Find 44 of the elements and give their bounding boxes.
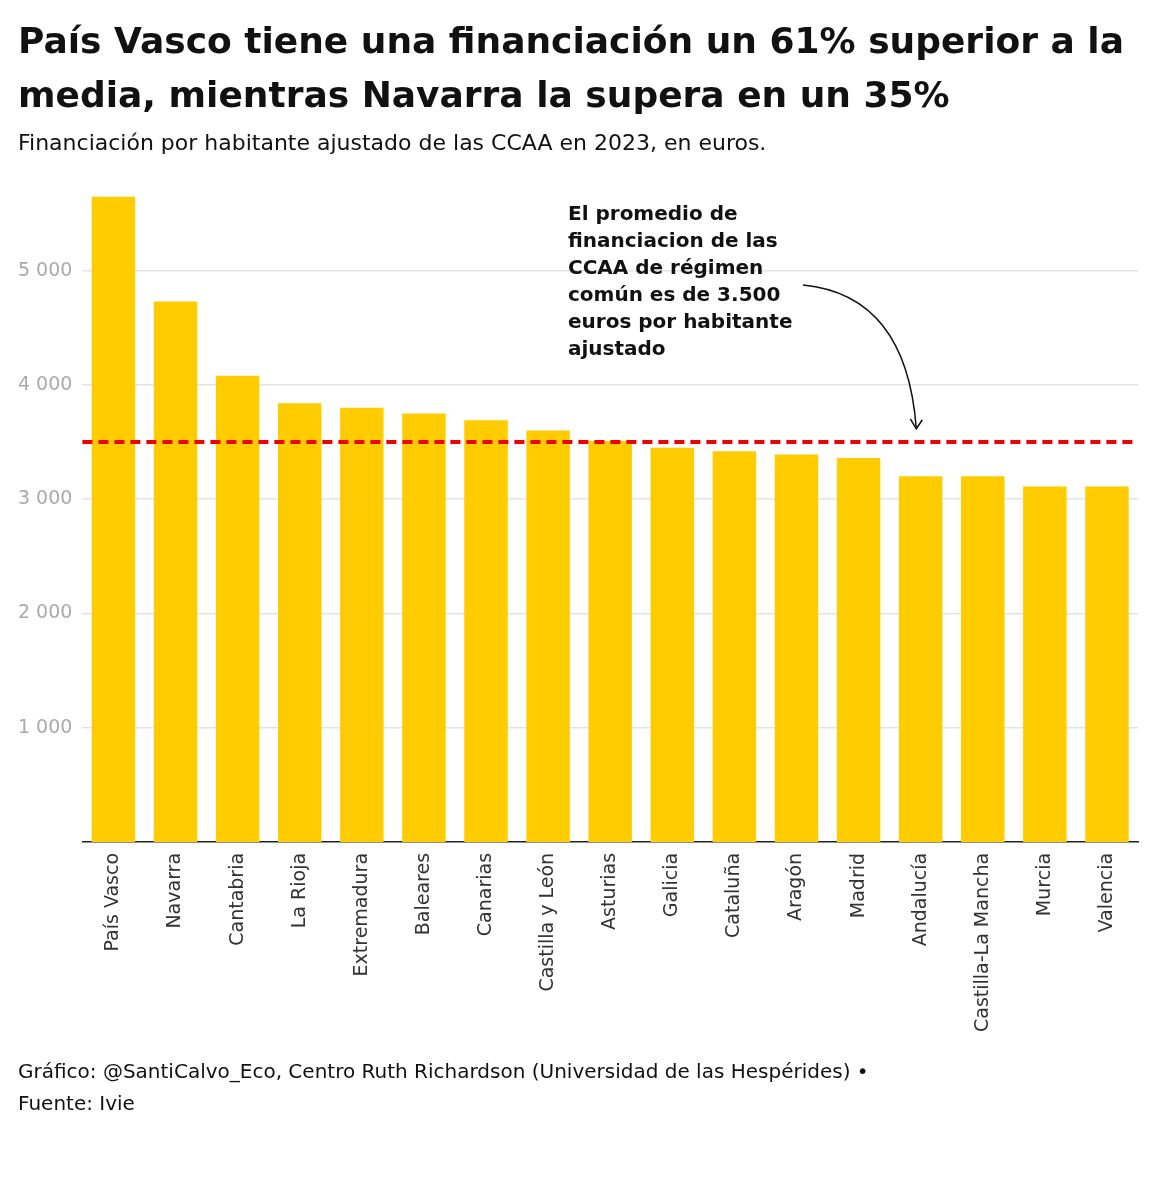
x-tick-label: Extremadura [348,852,371,977]
x-tick-label: Galicia [659,852,682,918]
x-tick-label: Cataluña [721,852,744,938]
x-tick-label: Aragón [783,852,806,922]
x-tick-label: Asturias [597,852,620,930]
x-tick-label: Madrid [845,852,868,919]
y-tick-label: 1 000 [17,714,73,737]
bar [650,447,695,842]
x-tick-label: Baleares [410,852,433,936]
bar [153,301,198,842]
x-tick-label: Valencia [1093,852,1116,933]
y-tick-label: 4 000 [17,371,73,394]
bar [1085,486,1129,842]
x-tick-label: Cantabria [224,852,247,946]
chart-title: País Vasco tiene una financiación un 61% superior a la media, mientras Navarra la supera en un 35% [18,19,1125,117]
x-tick-label: Murcia [1031,852,1054,917]
bar [712,451,757,842]
bar [402,413,446,842]
bar [91,196,136,842]
bar [277,403,322,842]
x-tick-label: Canarias [472,852,495,937]
bar [1023,486,1067,842]
x-tick-label: Andalucía [907,852,930,947]
x-tick-label: Castilla-La Mancha [969,852,992,1033]
source-note: Fuente: Ivie [18,1090,136,1117]
y-tick-label: 2 000 [17,600,73,623]
bar [215,375,260,842]
x-tick-label: Castilla y León [535,852,558,992]
x-tick-label: La Rioja [286,852,309,929]
bar [526,430,570,842]
bar [898,476,943,842]
y-tick-label: 3 000 [17,486,73,509]
bar [588,440,632,842]
annotation: El promedio de financiacion de las CCAA de régimen común es de 3.500 euros por habitante ajustado [567,201,793,361]
x-tick-label: País Vasco [100,852,123,952]
chart-subtitle: Financiación por habitante ajustado de las CCAA en 2023, en euros. [18,130,768,155]
bar [464,420,508,842]
y-tick-label: 5 000 [17,257,73,280]
bar [340,407,384,842]
bar [774,454,819,842]
bar [836,458,881,842]
x-tick-label: Navarra [162,852,185,929]
text: Gráfico: @SantiCalvo_Eco, Centro Ruth Richardson (Universidad de las Hespérides) • [18,1058,870,1085]
bar [961,476,1005,842]
